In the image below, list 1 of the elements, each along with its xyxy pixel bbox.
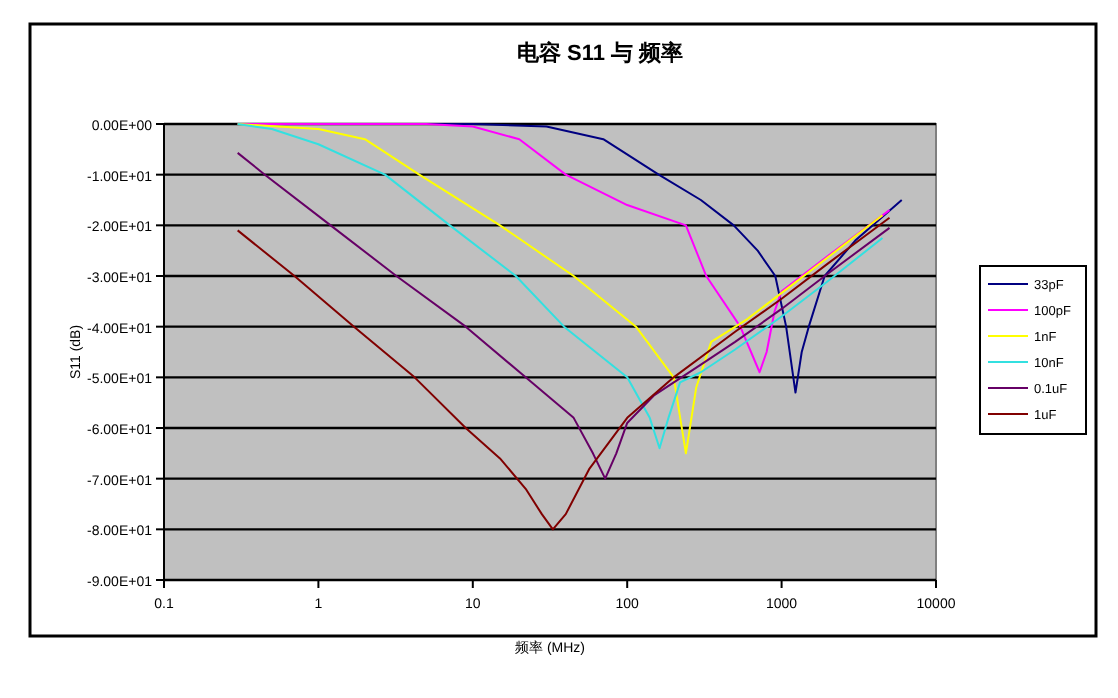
chart-title: 电容 S11 与 频率 (516, 40, 684, 66)
